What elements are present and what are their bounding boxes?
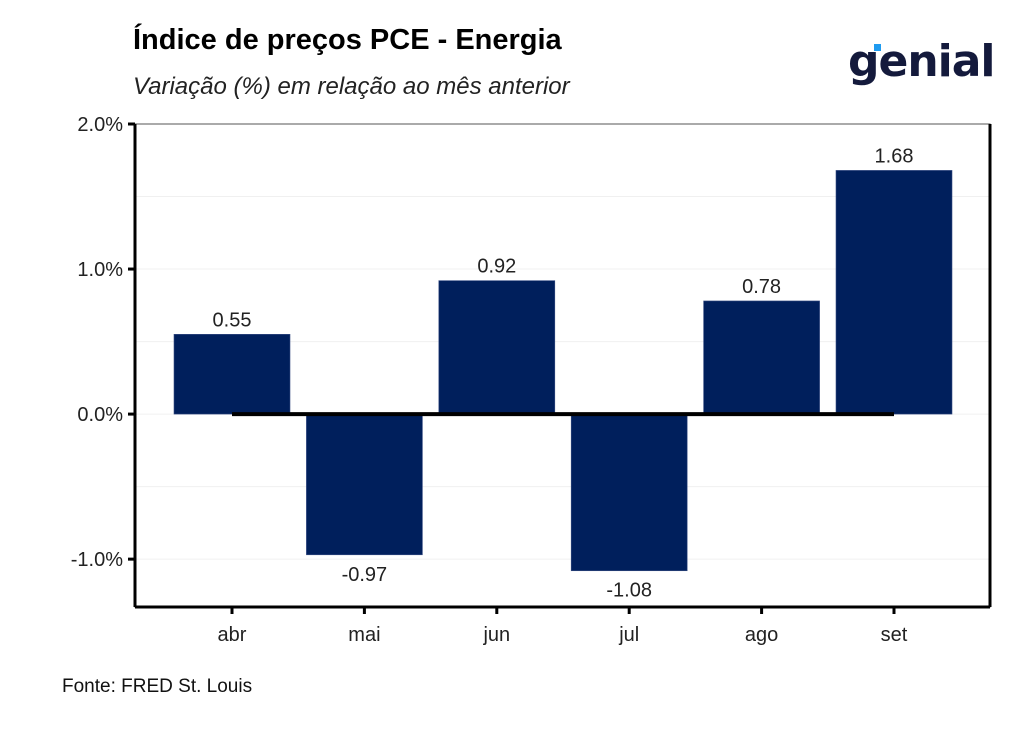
data-label-jul: -1.08 <box>606 580 652 602</box>
bar-abr <box>173 334 291 415</box>
axes <box>133 123 992 609</box>
genial-logo: genial <box>848 36 996 87</box>
source-note: Fonte: FRED St. Louis <box>62 676 253 697</box>
x-axis-ticks: abr mai jun jul ago set <box>218 607 908 646</box>
data-label-jun: 0.92 <box>477 256 516 278</box>
data-label-set: 1.68 <box>875 145 914 167</box>
bar-ago <box>703 300 820 415</box>
y-tick-label: 1.0% <box>77 259 123 281</box>
x-tick-label: jul <box>618 624 639 646</box>
x-tick-label: abr <box>218 624 247 646</box>
bar-jul <box>570 413 688 572</box>
y-tick-label: -1.0% <box>71 549 123 571</box>
data-labels: 0.55 -0.97 0.92 -1.08 0.78 1.68 <box>213 145 914 601</box>
y-tick-label: 0.0% <box>77 404 123 426</box>
x-tick-label: ago <box>745 624 778 646</box>
chart-subtitle: Variação (%) em relação ao mês anterior <box>133 73 570 100</box>
x-tick-label: jun <box>482 624 510 646</box>
x-tick-label: set <box>881 624 908 646</box>
bar-jun <box>438 280 556 415</box>
bar-mai <box>306 413 423 556</box>
bar-set <box>835 170 953 415</box>
bars <box>173 170 953 572</box>
x-tick-label: mai <box>348 624 380 646</box>
logo-text: genial <box>848 36 995 87</box>
logo-accent-mark <box>874 44 881 51</box>
chart-title: Índice de preços PCE - Energia <box>133 24 562 56</box>
data-label-mai: -0.97 <box>342 564 388 586</box>
data-label-ago: 0.78 <box>742 276 781 298</box>
y-axis-ticks: 2.0% 1.0% 0.0% -1.0% <box>71 114 135 571</box>
y-tick-label: 2.0% <box>77 114 123 136</box>
data-label-abr: 0.55 <box>213 309 252 331</box>
